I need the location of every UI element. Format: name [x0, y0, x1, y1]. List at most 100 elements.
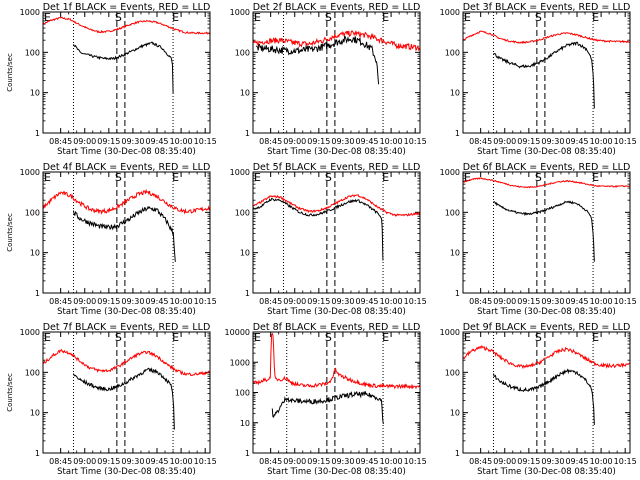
y-tick-label: 1000: [440, 8, 460, 17]
marker-e-right: E: [172, 11, 179, 24]
panel-title: Det 8f BLACK = Events, RED = LLD: [253, 322, 421, 333]
panel-title: Det 2f BLACK = Events, RED = LLD: [253, 2, 421, 13]
marker-e-left: E: [44, 331, 51, 344]
marker-e-left: E: [254, 331, 261, 344]
y-tick-label: 100: [25, 368, 40, 377]
events-series-line: [493, 200, 595, 262]
x-tick-label: 08:45: [259, 137, 282, 146]
panel-title: Det 5f BLACK = Events, RED = LLD: [253, 162, 421, 173]
panel-det-2: Det 2f BLACK = Events, RED = LLD 1 10 100 10…: [230, 2, 427, 157]
y-tick-label: 100: [235, 389, 250, 398]
marker-s: S: [535, 331, 542, 344]
x-tick-label: 09:45: [565, 137, 588, 146]
panel-det-3: Det 3f BLACK = Events, RED = LLD 1 10 100 10…: [440, 2, 637, 157]
y-tick-label: 100: [235, 208, 250, 217]
y-tick-label: 100: [445, 48, 460, 57]
x-tick-label: 09:15: [307, 457, 330, 466]
x-tick-label: 10:15: [614, 137, 637, 146]
x-tick-label: 10:00: [590, 137, 613, 146]
y-tick-label: 10: [450, 249, 460, 258]
x-tick-label: 10:15: [614, 297, 637, 306]
plot-frame: [462, 11, 631, 134]
x-tick-label: 09:30: [331, 297, 354, 306]
x-tick-label: 09:15: [517, 137, 540, 146]
marker-e-right: E: [382, 331, 389, 344]
y-tick-label: 1: [455, 129, 460, 138]
marker-s: S: [115, 331, 122, 344]
panel-det-1: Det 1f BLACK = Events, RED = LLD Counts/s…: [6, 2, 217, 157]
x-tick-label: 09:00: [73, 137, 96, 146]
panel-title: Det 6f BLACK = Events, RED = LLD: [463, 162, 631, 173]
lld-series-line: [463, 345, 630, 370]
panel-det-8: Det 8f BLACK = Events, RED = LLD 1 10 100 10…: [225, 322, 427, 477]
marker-e-left: E: [464, 11, 471, 24]
x-tick-label: 09:30: [121, 137, 144, 146]
x-tick-label: 09:15: [517, 297, 540, 306]
x-tick-label: 09:45: [565, 297, 588, 306]
plot-frame: [42, 331, 211, 454]
panel-title: Det 1f BLACK = Events, RED = LLD: [43, 2, 211, 13]
y-tick-label: 10: [240, 89, 250, 98]
y-tick-label: 1: [35, 449, 40, 458]
y-tick-label: 1000: [20, 8, 40, 17]
marker-s: S: [325, 331, 332, 344]
y-tick-label: 1: [35, 289, 40, 298]
x-axis-label: Start Time (30-Dec-08 08:35:40): [57, 307, 196, 317]
x-tick-label: 09:00: [283, 297, 306, 306]
events-series-line: [253, 197, 384, 261]
marker-s: S: [535, 171, 542, 184]
x-axis-label: Start Time (30-Dec-08 08:35:40): [57, 147, 196, 157]
y-tick-label: 100: [235, 48, 250, 57]
events-series-line: [493, 368, 595, 426]
lld-series-line: [43, 188, 210, 215]
y-tick-label: 100: [445, 208, 460, 217]
marker-e-right: E: [592, 171, 599, 184]
marker-e-left: E: [44, 171, 51, 184]
plot-frame: [462, 171, 631, 294]
x-axis-label: Start Time (30-Dec-08 08:35:40): [57, 467, 196, 477]
y-tick-label: 10: [30, 409, 40, 418]
marker-e-right: E: [592, 11, 599, 24]
x-tick-label: 09:00: [283, 457, 306, 466]
panel-det-5: Det 5f BLACK = Events, RED = LLD 1 10 100 10…: [230, 162, 427, 317]
lld-series-line: [43, 16, 210, 35]
x-tick-label: 10:00: [170, 297, 193, 306]
x-tick-label: 10:15: [404, 297, 427, 306]
x-tick-label: 08:45: [259, 297, 282, 306]
x-tick-label: 08:45: [49, 297, 72, 306]
y-tick-label: 10: [450, 89, 460, 98]
marker-e-right: E: [172, 171, 179, 184]
x-tick-label: 10:00: [170, 137, 193, 146]
marker-e-left: E: [254, 11, 261, 24]
x-tick-label: 09:00: [493, 297, 516, 306]
x-tick-label: 09:15: [517, 457, 540, 466]
y-tick-label: 1: [245, 129, 250, 138]
x-tick-label: 10:15: [614, 457, 637, 466]
y-axis-label: Counts/sec: [6, 213, 14, 252]
y-tick-label: 1000: [440, 168, 460, 177]
y-tick-label: 10: [240, 419, 250, 428]
x-tick-label: 09:45: [145, 297, 168, 306]
x-tick-label: 09:15: [97, 457, 120, 466]
x-tick-label: 10:00: [380, 457, 403, 466]
y-tick-label: 1: [35, 129, 40, 138]
x-axis-label: Start Time (30-Dec-08 08:35:40): [267, 147, 406, 157]
x-tick-label: 10:15: [194, 297, 217, 306]
y-tick-label: 10000: [225, 328, 250, 337]
x-tick-label: 09:00: [493, 137, 516, 146]
x-tick-label: 09:30: [541, 457, 564, 466]
x-tick-label: 08:45: [49, 457, 72, 466]
y-axis-label: Counts/sec: [6, 53, 14, 92]
x-tick-label: 08:45: [49, 137, 72, 146]
y-tick-label: 10: [240, 249, 250, 258]
x-tick-label: 08:45: [259, 457, 282, 466]
y-tick-label: 1000: [230, 358, 250, 367]
marker-s: S: [115, 11, 122, 24]
marker-s: S: [325, 11, 332, 24]
x-tick-label: 09:45: [145, 137, 168, 146]
panel-det-4: Det 4f BLACK = Events, RED = LLD Counts/s…: [6, 162, 217, 317]
lld-series-line: [463, 177, 630, 189]
events-series-line: [255, 35, 380, 85]
y-tick-label: 1000: [440, 328, 460, 337]
events-series-line: [271, 390, 384, 425]
